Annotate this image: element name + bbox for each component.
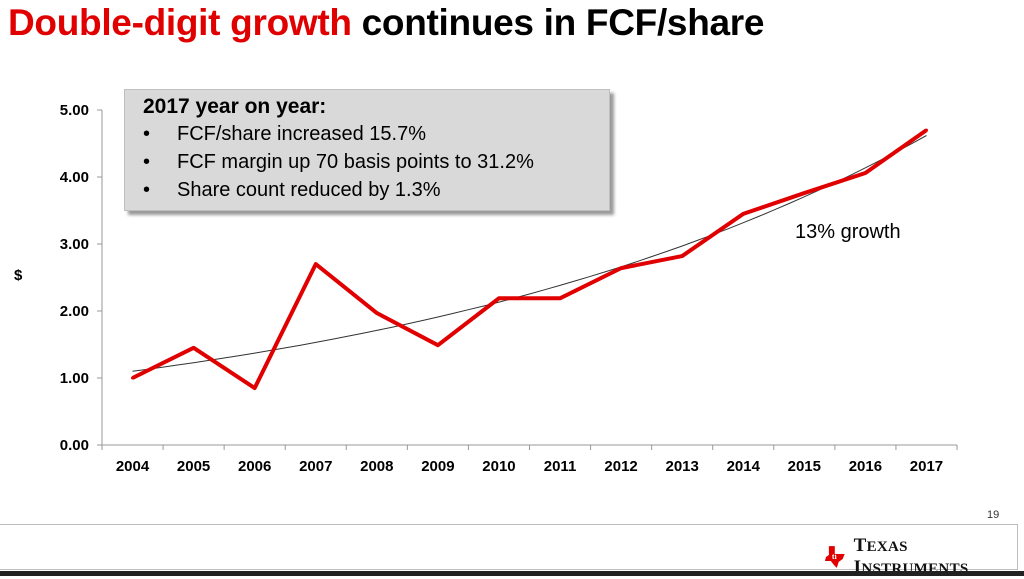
x-tick-label: 2011 (544, 458, 577, 475)
fcf-per-share-line (131, 128, 928, 391)
y-tick-label: 3.00 (60, 236, 89, 253)
data-point (680, 254, 684, 258)
data-point (619, 266, 623, 270)
x-tick-label: 2007 (299, 458, 332, 475)
trendline (132, 135, 927, 372)
callout-item-text: Share count reduced by 1.3% (177, 179, 441, 201)
callout-item-text: FCF margin up 70 basis points to 31.2% (177, 151, 534, 173)
x-tick-label: 2016 (849, 458, 882, 475)
x-tick-label: 2006 (238, 458, 271, 475)
title-highlight: Double-digit growth (8, 2, 352, 43)
y-tick-label: 1.00 (60, 370, 89, 387)
data-point (436, 343, 440, 347)
x-tick-label: 2012 (604, 458, 637, 475)
texas-state-icon: ti (824, 546, 845, 568)
callout-item-text: FCF/share increased 15.7% (177, 123, 427, 145)
footer-bar (0, 524, 1018, 570)
x-tick-label: 2008 (360, 458, 393, 475)
callout-box: 2017 year on year: • FCF/share increased … (124, 89, 610, 211)
data-point (375, 311, 379, 315)
growth-annotation: 13% growth (795, 221, 901, 243)
x-tick-label: 2013 (665, 458, 698, 475)
data-point (314, 262, 318, 266)
x-tick-label: 2015 (788, 458, 821, 475)
data-point (192, 346, 196, 350)
page-title: Double-digit growth continues in FCF/sha… (8, 2, 764, 44)
bullet: • (143, 151, 151, 173)
x-tick-label: 2010 (482, 458, 515, 475)
data-point (131, 376, 135, 380)
bullet: • (143, 123, 151, 145)
fcf-per-share-chart: 0.00 1.00 2.00 3.00 4.00 5.00 2004 2005 2006 2007… (60, 102, 958, 475)
data-point (253, 386, 257, 390)
data-point (497, 296, 501, 300)
x-tick-label: 2017 (910, 458, 943, 475)
data-point (741, 212, 745, 216)
data-point (924, 128, 928, 132)
callout-item: • FCF margin up 70 basis points to 31.2% (143, 148, 609, 176)
callout-item: • Share count reduced by 1.3% (143, 176, 609, 204)
x-tick-label: 2005 (177, 458, 210, 475)
page-number: 19 (987, 509, 1000, 521)
x-tick-label: 2004 (116, 458, 150, 475)
x-tick-label: 2009 (421, 458, 454, 475)
data-point (802, 191, 806, 195)
data-point (558, 296, 562, 300)
y-tick-label: 2.00 (60, 303, 89, 320)
data-point (863, 171, 867, 175)
title-rest: continues in FCF/share (351, 2, 765, 43)
x-tick-label: 2014 (727, 458, 761, 475)
svg-text:ti: ti (832, 552, 838, 561)
y-axis-label: $ (14, 267, 23, 284)
y-tick-label: 4.00 (60, 169, 89, 186)
bullet: • (143, 179, 151, 201)
bottom-bar (0, 571, 1024, 576)
y-tick-label: 0.00 (60, 437, 89, 454)
y-tick-label: 5.00 (60, 102, 89, 119)
callout-item: • FCF/share increased 15.7% (143, 120, 609, 148)
callout-heading: 2017 year on year: (143, 95, 327, 118)
